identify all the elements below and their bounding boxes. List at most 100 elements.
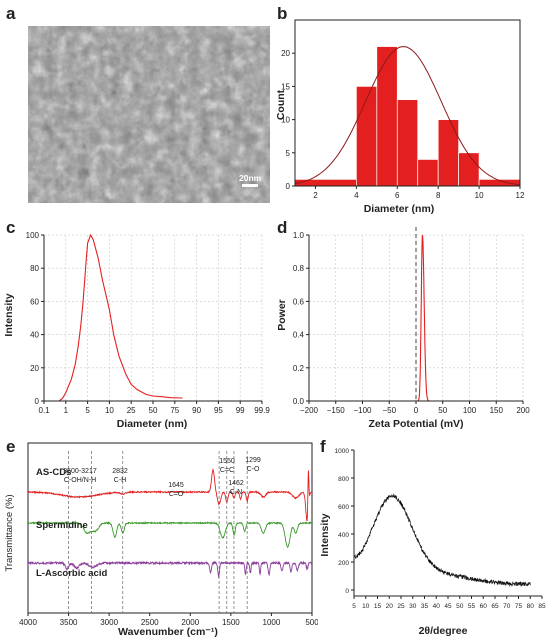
panel-f-label: f [320, 437, 326, 456]
x-tick-label: 55 [468, 603, 476, 610]
x-tick-label: 500 [305, 618, 318, 627]
x-tick-label: 200 [516, 406, 530, 415]
y-tick-label: 20 [281, 49, 290, 58]
x-tick-label: −50 [382, 406, 396, 415]
band-annotation-line1: 1299 [245, 457, 261, 464]
xrd-pattern-line [353, 493, 531, 587]
x-tick-label: 10 [362, 603, 370, 610]
x-tick-label: 5 [352, 603, 356, 610]
x-tick-label: 40 [433, 603, 441, 610]
intensity-line [58, 233, 183, 402]
x-tick-label: 150 [490, 406, 504, 415]
histogram-bar [356, 86, 378, 187]
y-tick-label: 60 [30, 297, 39, 306]
panel-b-label: b [277, 4, 287, 23]
b-plot-frame [294, 19, 521, 187]
y-tick-label: 1000 [335, 448, 350, 455]
band-annotation-line1: 1645 [168, 482, 184, 489]
panel-c-label: c [6, 218, 15, 237]
band-annotation-line1: 1550 [219, 458, 235, 465]
panel-d: d −200 −150 −100 −50 0 50 100 150 200 0.0 0.2 0.4 0.… [276, 218, 530, 430]
x-tick-label: 4 [354, 191, 359, 200]
y-tick-label: 80 [30, 264, 39, 273]
panel-a-label: a [6, 4, 16, 23]
y-tick-label: 800 [338, 476, 349, 483]
x-tick-label: 1500 [222, 618, 240, 627]
band-annotation-line2: C=O [169, 491, 184, 498]
x-tick-label: 65 [491, 603, 499, 610]
panel-a: a 20nm [6, 4, 270, 203]
y-tick-label: 200 [338, 560, 349, 567]
y-tick-label: 1.0 [293, 231, 305, 240]
f-x-axis-title: 2θ/degree [419, 625, 468, 637]
x-tick-label: 90 [192, 406, 201, 415]
x-tick-label: 15 [374, 603, 382, 610]
x-tick-label: 100 [463, 406, 477, 415]
x-tick-label: 99 [236, 406, 245, 415]
panel-e-label: e [6, 437, 15, 456]
band-annotation-line1: 2832 [112, 468, 128, 475]
panel-c: c 0.1 1 5 10 25 50 75 90 95 99 99.9 0 20 40 60 80 100 Di… [3, 218, 270, 430]
x-tick-label: −200 [300, 406, 319, 415]
x-tick-label: 95 [214, 406, 223, 415]
panel-e: e AS-CDs Spermidine L-Ascorbic acid 3500-32… [4, 437, 318, 638]
x-tick-label: 50 [456, 603, 464, 610]
band-annotation-line1: 1462 [228, 480, 244, 487]
x-tick-label: 75 [170, 406, 179, 415]
y-tick-label: 10 [281, 116, 290, 125]
y-tick-label: 0 [35, 397, 40, 406]
series-label: L-Ascorbic acid [36, 568, 107, 579]
histogram-bar [294, 179, 357, 187]
e-x-axis-title: Wavenumber (cm⁻¹) [118, 626, 218, 638]
x-tick-label: 10 [105, 406, 114, 415]
y-tick-label: 0 [345, 588, 349, 595]
x-tick-label: 20 [386, 603, 394, 610]
panel-b: b 2 4 6 8 10 12 0 5 10 15 20 Diameter (nm) Count [275, 4, 525, 215]
x-tick-label: 4000 [19, 618, 37, 627]
band-annotation-line2: C-OH/N-H [64, 477, 96, 484]
y-tick-label: 20 [30, 364, 39, 373]
y-tick-label: 100 [26, 231, 40, 240]
x-tick-label: 50 [149, 406, 158, 415]
y-tick-label: 400 [338, 532, 349, 539]
d-y-axis-title: Power [276, 299, 288, 331]
series-label: AS-CDs [36, 467, 71, 478]
series-label: Spermidine [36, 520, 88, 531]
y-tick-label: 0.0 [293, 397, 305, 406]
x-tick-label: 0.1 [38, 406, 50, 415]
x-tick-label: 85 [538, 603, 546, 610]
x-tick-label: 45 [444, 603, 452, 610]
y-tick-label: 0.8 [293, 264, 305, 273]
band-annotation-line2: C-H [114, 477, 126, 484]
x-tick-label: 70 [503, 603, 511, 610]
panel-d-label: d [277, 218, 287, 237]
band-annotation-line2: C-O [247, 466, 260, 473]
x-tick-label: 0 [414, 406, 419, 415]
x-tick-label: 99.9 [254, 406, 270, 415]
x-tick-label: 2 [313, 191, 318, 200]
band-annotation-line1: 3500-3217 [63, 468, 97, 475]
l-ascorbic-acid-spectrum [27, 560, 313, 579]
c-x-axis-title: Diameter (nm) [117, 418, 188, 430]
x-tick-label: 2500 [141, 618, 159, 627]
f-y-axis-title: Intensity [319, 513, 331, 556]
y-tick-label: 5 [286, 149, 291, 158]
gaussian-fit-line [294, 46, 521, 186]
x-tick-label: 3000 [100, 618, 118, 627]
x-tick-label: 6 [395, 191, 400, 200]
e-plot-frame [27, 442, 313, 614]
x-tick-label: −150 [327, 406, 346, 415]
y-tick-label: 0.6 [293, 297, 305, 306]
x-tick-label: 12 [516, 191, 525, 200]
tem-texture [28, 26, 270, 203]
band-annotation-line2: C=C [220, 467, 234, 474]
as-cds-spectrum [27, 467, 313, 522]
x-tick-label: 75 [515, 603, 523, 610]
spermidine-spectrum [27, 520, 313, 549]
y-tick-label: 0.2 [293, 364, 305, 373]
x-tick-label: 30 [409, 603, 417, 610]
x-tick-label: 5 [85, 406, 90, 415]
x-tick-label: 2000 [181, 618, 199, 627]
x-tick-label: 10 [475, 191, 484, 200]
e-y-axis-title: Transmittance (%) [4, 494, 15, 571]
